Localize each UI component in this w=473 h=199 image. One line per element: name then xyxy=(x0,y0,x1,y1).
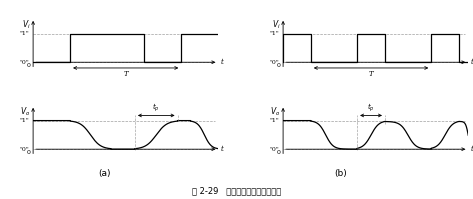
Text: "1": "1" xyxy=(270,31,280,36)
Text: "1": "1" xyxy=(20,118,29,123)
Text: (a): (a) xyxy=(98,169,110,178)
Text: $V_o$: $V_o$ xyxy=(270,106,280,118)
Text: "1": "1" xyxy=(20,31,29,36)
Text: "0": "0" xyxy=(20,60,29,65)
Text: 图 2-29   最高工作频率定义示意图: 图 2-29 最高工作频率定义示意图 xyxy=(192,186,281,196)
Text: T: T xyxy=(123,70,128,78)
Text: 0: 0 xyxy=(26,150,30,155)
Text: "1": "1" xyxy=(270,118,280,123)
Text: t: t xyxy=(220,58,223,66)
Text: "0": "0" xyxy=(270,147,280,152)
Text: T: T xyxy=(369,70,373,78)
Text: 0: 0 xyxy=(276,63,280,68)
Text: "0": "0" xyxy=(270,60,280,65)
Text: $t_p$: $t_p$ xyxy=(367,102,375,114)
Text: $V_i$: $V_i$ xyxy=(22,19,30,31)
Text: 0: 0 xyxy=(26,63,30,68)
Text: $V_i$: $V_i$ xyxy=(272,19,280,31)
Text: "0": "0" xyxy=(20,147,29,152)
Text: 0: 0 xyxy=(276,150,280,155)
Text: (b): (b) xyxy=(334,169,347,178)
Text: $V_o$: $V_o$ xyxy=(20,106,30,118)
Text: $t_p$: $t_p$ xyxy=(152,102,160,114)
Text: t: t xyxy=(470,58,473,66)
Text: t: t xyxy=(220,145,223,153)
Text: t: t xyxy=(470,145,473,153)
